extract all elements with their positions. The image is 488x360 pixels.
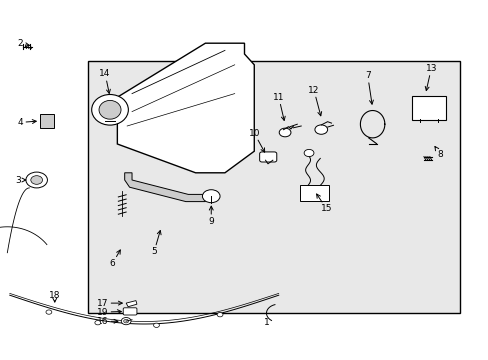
FancyBboxPatch shape	[299, 185, 328, 201]
FancyBboxPatch shape	[259, 152, 276, 162]
Text: 13: 13	[425, 64, 436, 91]
Text: 16: 16	[97, 317, 118, 326]
Ellipse shape	[92, 95, 128, 125]
FancyBboxPatch shape	[88, 61, 459, 313]
Text: 12: 12	[307, 86, 321, 116]
Text: 17: 17	[97, 299, 122, 307]
Text: 18: 18	[49, 292, 61, 302]
Circle shape	[304, 149, 313, 157]
Text: 8: 8	[434, 147, 442, 159]
Circle shape	[121, 318, 131, 325]
Circle shape	[95, 320, 101, 325]
Text: 9: 9	[208, 206, 214, 226]
Text: 15: 15	[316, 194, 332, 213]
Circle shape	[217, 312, 223, 317]
Circle shape	[202, 190, 220, 203]
Text: 14: 14	[99, 69, 111, 93]
Text: 2: 2	[18, 40, 29, 49]
Text: 10: 10	[248, 129, 264, 152]
Circle shape	[31, 176, 42, 184]
Text: 11: 11	[272, 93, 285, 121]
Text: 19: 19	[97, 307, 121, 317]
Circle shape	[153, 323, 159, 328]
Polygon shape	[124, 173, 205, 202]
Circle shape	[314, 125, 327, 134]
Text: 5: 5	[151, 230, 161, 256]
Text: 1: 1	[263, 318, 269, 327]
Circle shape	[26, 172, 47, 188]
Text: 4: 4	[18, 118, 36, 127]
Text: 3: 3	[16, 176, 26, 185]
Bar	[40, 114, 54, 128]
FancyBboxPatch shape	[411, 96, 445, 120]
FancyBboxPatch shape	[123, 308, 137, 315]
Ellipse shape	[99, 100, 121, 119]
Polygon shape	[117, 43, 254, 173]
Circle shape	[279, 128, 290, 137]
Circle shape	[123, 319, 128, 323]
Polygon shape	[126, 301, 137, 307]
Text: 7: 7	[364, 71, 373, 104]
Circle shape	[46, 310, 52, 314]
Text: 6: 6	[109, 250, 120, 268]
